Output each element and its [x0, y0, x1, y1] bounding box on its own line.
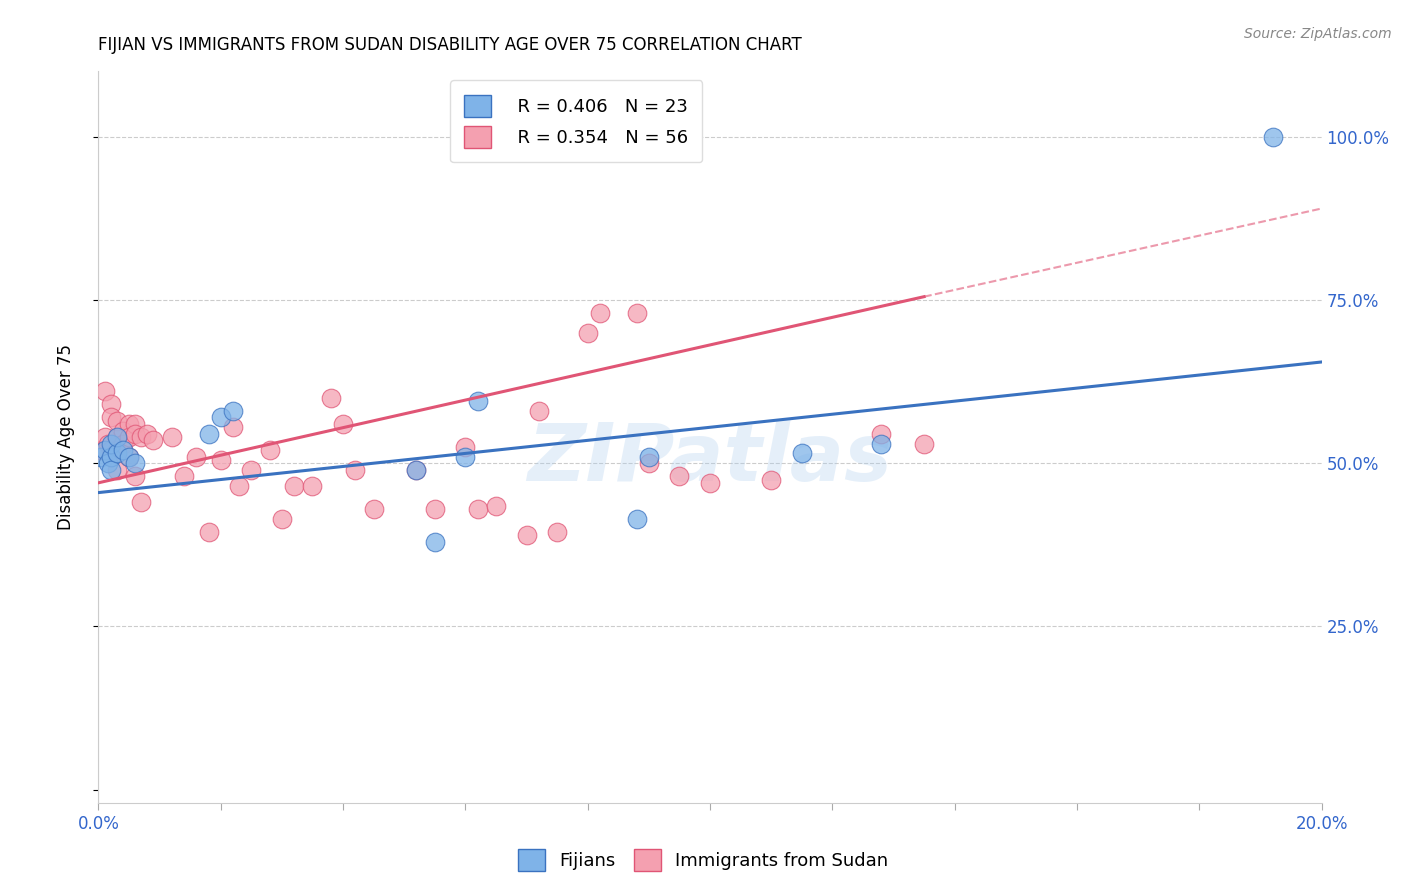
Point [759, 473, 782, 487]
Point [209, 453, 232, 467]
Point [870, 426, 893, 441]
Point [105, 463, 128, 477]
Point [423, 502, 446, 516]
Point [259, 443, 281, 458]
Point [93, 430, 115, 444]
Point [105, 443, 128, 458]
Point [790, 446, 813, 460]
Point [100, 463, 122, 477]
Text: FIJIAN VS IMMIGRANTS FROM SUDAN DISABILITY AGE OVER 75 CORRELATION CHART: FIJIAN VS IMMIGRANTS FROM SUDAN DISABILI… [98, 36, 803, 54]
Point [332, 417, 354, 431]
Point [197, 426, 219, 441]
Point [222, 404, 245, 418]
Point [589, 306, 612, 320]
Point [301, 479, 323, 493]
Point [100, 443, 122, 458]
Point [363, 502, 385, 516]
Point [118, 450, 141, 464]
Point [118, 450, 141, 464]
Point [124, 426, 146, 441]
Point [454, 440, 477, 454]
Text: ZIPatlas: ZIPatlas [527, 420, 893, 498]
Point [118, 417, 141, 431]
Point [576, 326, 599, 340]
Point [97, 456, 120, 470]
Point [344, 463, 367, 477]
Point [105, 414, 128, 428]
Text: Source: ZipAtlas.com: Source: ZipAtlas.com [1244, 27, 1392, 41]
Point [546, 524, 568, 539]
Point [118, 430, 141, 444]
Point [626, 306, 648, 320]
Point [699, 475, 721, 490]
Point [129, 430, 152, 444]
Point [283, 479, 305, 493]
Point [105, 446, 128, 460]
Point [136, 426, 159, 441]
Point [405, 463, 427, 477]
Point [228, 479, 250, 493]
Point [637, 450, 661, 464]
Point [516, 528, 538, 542]
Point [160, 430, 183, 444]
Point [129, 495, 152, 509]
Point [142, 434, 165, 448]
Point [90, 443, 112, 458]
Point [485, 499, 508, 513]
Point [319, 391, 342, 405]
Point [100, 397, 122, 411]
Point [124, 456, 146, 470]
Point [93, 443, 115, 458]
Legend: Fijians, Immigrants from Sudan: Fijians, Immigrants from Sudan [510, 842, 896, 879]
Y-axis label: Disability Age Over 75: Disability Age Over 75 [56, 344, 75, 530]
Point [912, 436, 935, 450]
Point [90, 450, 112, 464]
Point [240, 463, 263, 477]
Point [870, 436, 893, 450]
Point [209, 410, 232, 425]
Point [124, 469, 146, 483]
Point [105, 430, 128, 444]
Point [1261, 129, 1284, 144]
Point [270, 512, 292, 526]
Point [100, 436, 122, 450]
Legend:   R = 0.406   N = 23,   R = 0.354   N = 56: R = 0.406 N = 23, R = 0.354 N = 56 [450, 80, 703, 162]
Point [405, 463, 427, 477]
Point [93, 384, 115, 399]
Point [124, 417, 146, 431]
Point [423, 534, 446, 549]
Point [637, 456, 661, 470]
Point [467, 394, 489, 409]
Point [186, 450, 208, 464]
Point [222, 420, 245, 434]
Point [668, 469, 690, 483]
Point [97, 436, 120, 450]
Point [173, 469, 195, 483]
Point [111, 436, 134, 450]
Point [100, 450, 122, 464]
Point [111, 443, 134, 458]
Point [467, 502, 489, 516]
Point [197, 524, 219, 539]
Point [105, 430, 128, 444]
Point [111, 424, 134, 438]
Point [100, 410, 122, 425]
Point [626, 512, 648, 526]
Point [527, 404, 550, 418]
Point [454, 450, 477, 464]
